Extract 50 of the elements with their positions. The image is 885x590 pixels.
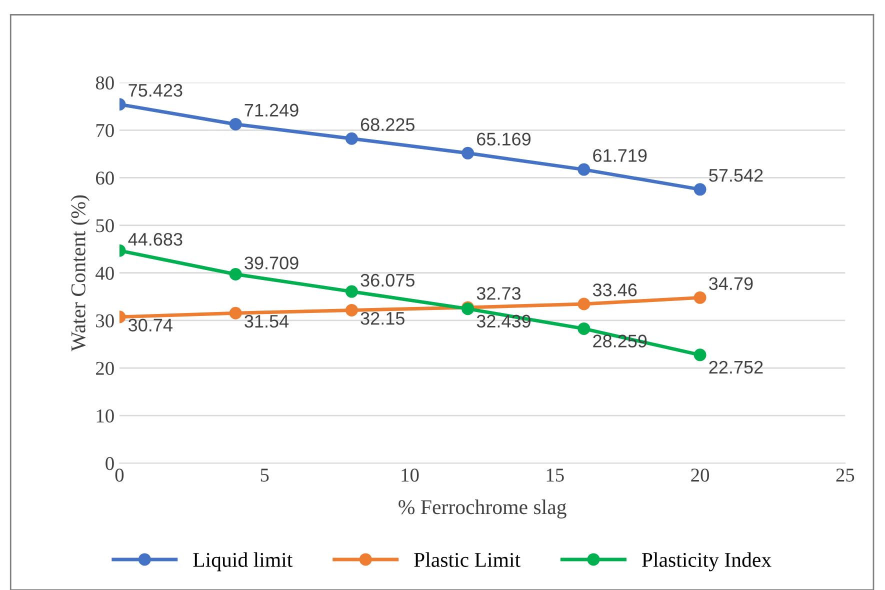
- data-label: 32.73: [476, 287, 521, 300]
- point: [578, 298, 590, 310]
- legend-label: Liquid limit: [193, 552, 293, 572]
- y-tick-label: 50: [96, 219, 114, 232]
- y-tick-label: 60: [96, 172, 114, 185]
- data-label: 32.439: [476, 314, 531, 328]
- x-tick-label: 20: [691, 468, 710, 482]
- point: [462, 146, 474, 160]
- point: [345, 132, 358, 145]
- point: [578, 163, 590, 176]
- point: [345, 304, 358, 316]
- data-label: 36.075: [360, 274, 414, 287]
- data-label: 57.542: [709, 168, 763, 182]
- point: [578, 322, 590, 335]
- x-tick-label: 5: [260, 468, 269, 482]
- data-label: 30.74: [128, 318, 172, 332]
- point: [694, 348, 706, 362]
- y-tick-label: 0: [106, 456, 114, 470]
- legend-label: Plastic Limit: [414, 552, 520, 567]
- y-tick-label: 20: [96, 362, 114, 375]
- y-tick-label: 70: [96, 124, 114, 138]
- data-label: 32.15: [360, 312, 404, 325]
- x-tick-label: 10: [402, 468, 419, 482]
- y-tick-label: 40: [96, 266, 114, 280]
- point: [694, 291, 706, 304]
- data-label: 68.225: [360, 118, 414, 131]
- data-label: 31.54: [244, 314, 289, 328]
- data-label: 65.169: [477, 132, 531, 146]
- data-label: 71.249: [244, 104, 298, 117]
- point: [694, 183, 706, 196]
- data-label: 33.46: [592, 284, 637, 296]
- y-tick-label: 30: [96, 314, 114, 328]
- x-axis-title: % Ferrochrome slag: [398, 500, 566, 518]
- data-label: 61.719: [593, 149, 647, 162]
- x-tick-label: 15: [546, 468, 564, 482]
- point: [229, 268, 242, 281]
- x-tick-label: 25: [836, 468, 854, 482]
- y-tick-label: 10: [96, 409, 114, 423]
- data-label: 75.423: [128, 84, 182, 97]
- x-tick-label: 0: [115, 468, 124, 482]
- data-label: 44.683: [128, 232, 182, 246]
- data-label: 34.79: [709, 277, 753, 290]
- y-axis-title: Water Content (%): [70, 195, 90, 352]
- point: [229, 306, 242, 320]
- legend-label: Plasticity Index: [642, 552, 772, 572]
- y-tick-label: 80: [96, 76, 114, 90]
- data-label: 22.752: [709, 360, 763, 374]
- point: [229, 118, 242, 130]
- point: [345, 285, 358, 298]
- data-label: 39.709: [244, 256, 298, 270]
